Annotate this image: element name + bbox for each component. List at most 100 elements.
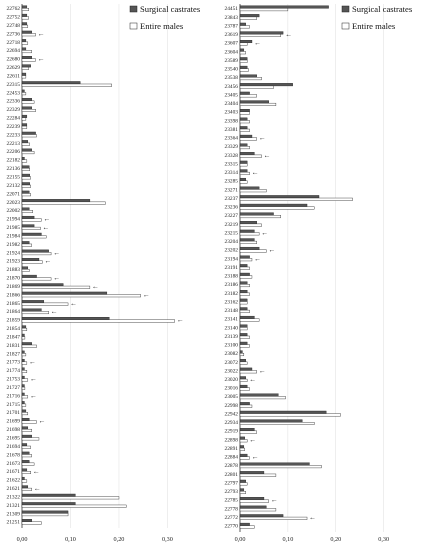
bar-surgical-castrates bbox=[239, 290, 248, 294]
arrow-icon: ← bbox=[70, 299, 77, 307]
bar-surgical-castrates bbox=[21, 468, 28, 472]
bar-entire-males bbox=[21, 496, 120, 500]
arrow-icon: ← bbox=[44, 257, 51, 265]
category-label: 22748 bbox=[7, 23, 21, 29]
bar-entire-males bbox=[21, 83, 112, 87]
bar-surgical-castrates bbox=[239, 57, 248, 61]
bar-entire-males bbox=[239, 128, 250, 132]
bar-surgical-castrates bbox=[21, 258, 40, 261]
category-label: 23403 bbox=[225, 110, 239, 116]
category-label: 21321 bbox=[7, 503, 21, 509]
bar-entire-males bbox=[21, 184, 31, 188]
category-label: 22762 bbox=[7, 6, 21, 12]
arrow-icon: ← bbox=[249, 375, 256, 383]
bar-surgical-castrates bbox=[21, 401, 25, 405]
bar-surgical-castrates bbox=[21, 207, 30, 211]
bar-surgical-castrates bbox=[21, 106, 32, 110]
bar-surgical-castrates bbox=[239, 195, 320, 199]
category-label: 22680 bbox=[7, 57, 21, 63]
bar-entire-males bbox=[21, 117, 27, 121]
category-label: 22718 bbox=[7, 40, 21, 46]
category-label: 23182 bbox=[225, 291, 239, 297]
category-label: 22942 bbox=[225, 411, 239, 417]
bar-surgical-castrates bbox=[21, 5, 28, 9]
category-label: 21716 bbox=[7, 393, 21, 399]
bar-entire-males bbox=[21, 353, 27, 357]
bar-surgical-castrates bbox=[21, 199, 91, 203]
category-label: 23140 bbox=[225, 325, 239, 331]
bar-entire-males bbox=[239, 335, 250, 339]
bar-entire-males bbox=[239, 508, 277, 512]
bar-surgical-castrates bbox=[21, 39, 27, 43]
bar-surgical-castrates bbox=[21, 519, 32, 522]
bar-entire-males bbox=[21, 252, 52, 256]
bar-entire-males bbox=[21, 471, 31, 475]
category-label: 23020 bbox=[225, 377, 239, 383]
bar-entire-males bbox=[21, 412, 29, 416]
bar-surgical-castrates bbox=[239, 160, 248, 164]
category-label: 22315 bbox=[7, 82, 21, 88]
bar-surgical-castrates bbox=[239, 453, 248, 457]
bar-entire-males bbox=[21, 92, 27, 96]
category-label: 21859 bbox=[7, 318, 21, 324]
bar-surgical-castrates bbox=[239, 514, 284, 518]
bar-entire-males bbox=[21, 8, 29, 11]
category-label: 22132 bbox=[7, 183, 21, 189]
bar-surgical-castrates bbox=[239, 31, 284, 35]
bar-surgical-castrates bbox=[239, 419, 303, 423]
bar-surgical-castrates bbox=[239, 126, 248, 130]
bar-surgical-castrates bbox=[21, 98, 32, 102]
bar-surgical-castrates bbox=[21, 317, 110, 320]
category-label: 22453 bbox=[7, 90, 21, 96]
category-label: 22736 bbox=[7, 31, 21, 37]
bar-surgical-castrates bbox=[21, 493, 76, 497]
bar-entire-males bbox=[21, 50, 32, 54]
bar-surgical-castrates bbox=[21, 123, 28, 127]
category-label: 22329 bbox=[7, 107, 21, 113]
category-label: 21727 bbox=[7, 385, 21, 391]
arrow-icon: ← bbox=[53, 249, 60, 257]
category-label: 23082 bbox=[225, 351, 239, 357]
category-label: 23148 bbox=[225, 308, 239, 314]
legend-label-surgical: Surgical castrates bbox=[140, 4, 201, 14]
category-label: 21923 bbox=[7, 259, 21, 265]
category-label: 22884 bbox=[225, 455, 239, 461]
bar-entire-males bbox=[21, 58, 36, 62]
bar-entire-males bbox=[21, 218, 42, 222]
bar-entire-males bbox=[21, 100, 35, 104]
arrow-icon: ← bbox=[252, 453, 259, 461]
category-label: 21870 bbox=[7, 276, 21, 282]
category-label: 22785 bbox=[225, 498, 239, 504]
category-label: 23787 bbox=[225, 23, 239, 29]
bar-surgical-castrates bbox=[21, 460, 30, 464]
bar-entire-males bbox=[21, 201, 106, 205]
bar-entire-males bbox=[239, 51, 246, 55]
bar-entire-males bbox=[239, 378, 248, 382]
bar-entire-males bbox=[239, 516, 308, 520]
bar-surgical-castrates bbox=[21, 47, 27, 51]
bar-surgical-castrates bbox=[239, 307, 248, 311]
x-tick-label: 0,30 bbox=[162, 536, 173, 543]
bar-entire-males bbox=[239, 387, 250, 391]
bar-entire-males bbox=[21, 504, 127, 508]
bar-entire-males bbox=[21, 142, 30, 146]
bar-surgical-castrates bbox=[239, 333, 248, 337]
bar-surgical-castrates bbox=[239, 428, 255, 432]
arrow-icon: ← bbox=[33, 468, 40, 476]
bar-surgical-castrates bbox=[21, 22, 28, 26]
arrow-icon: ← bbox=[271, 496, 278, 504]
bar-surgical-castrates bbox=[239, 212, 274, 216]
bar-entire-males bbox=[21, 176, 31, 180]
category-label: 23285 bbox=[225, 179, 239, 185]
legend-swatch-entire bbox=[341, 22, 350, 30]
bar-surgical-castrates bbox=[239, 152, 255, 156]
category-label: 22801 bbox=[225, 472, 239, 478]
bar-entire-males bbox=[239, 85, 274, 89]
category-label: 23016 bbox=[225, 386, 239, 392]
arrow-icon: ← bbox=[38, 55, 45, 63]
bar-surgical-castrates bbox=[21, 485, 29, 489]
bar-entire-males bbox=[21, 420, 37, 424]
bar-surgical-castrates bbox=[239, 505, 267, 509]
bar-entire-males bbox=[239, 146, 250, 150]
